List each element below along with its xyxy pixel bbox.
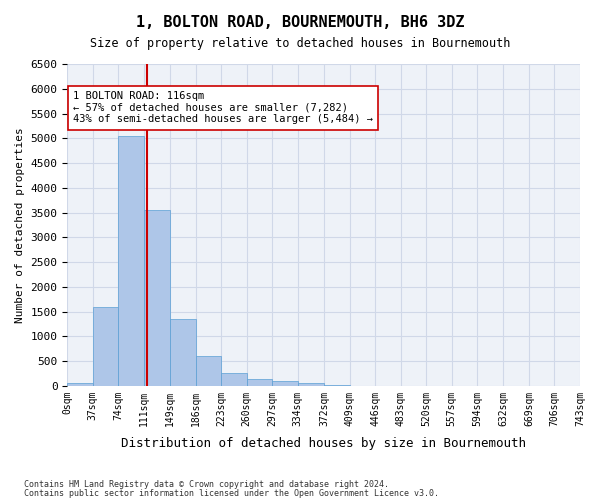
Text: Contains HM Land Registry data © Crown copyright and database right 2024.: Contains HM Land Registry data © Crown c… (24, 480, 389, 489)
Y-axis label: Number of detached properties: Number of detached properties (15, 127, 25, 323)
Bar (272, 381, 298, 386)
Bar (196, 356, 221, 386)
Text: Size of property relative to detached houses in Bournemouth: Size of property relative to detached ho… (90, 38, 510, 51)
Bar (67, 384, 93, 386)
X-axis label: Distribution of detached houses by size in Bournemouth: Distribution of detached houses by size … (121, 437, 526, 450)
Bar (221, 374, 247, 386)
Text: Contains public sector information licensed under the Open Government Licence v3: Contains public sector information licen… (24, 489, 439, 498)
Bar (247, 380, 272, 386)
Text: 1, BOLTON ROAD, BOURNEMOUTH, BH6 3DZ: 1, BOLTON ROAD, BOURNEMOUTH, BH6 3DZ (136, 15, 464, 30)
Bar (93, 306, 118, 386)
Text: 1 BOLTON ROAD: 116sqm
← 57% of detached houses are smaller (7,282)
43% of semi-d: 1 BOLTON ROAD: 116sqm ← 57% of detached … (73, 91, 373, 124)
Bar (298, 384, 324, 386)
Bar (118, 136, 144, 386)
Bar (170, 319, 196, 386)
Bar (144, 210, 170, 386)
